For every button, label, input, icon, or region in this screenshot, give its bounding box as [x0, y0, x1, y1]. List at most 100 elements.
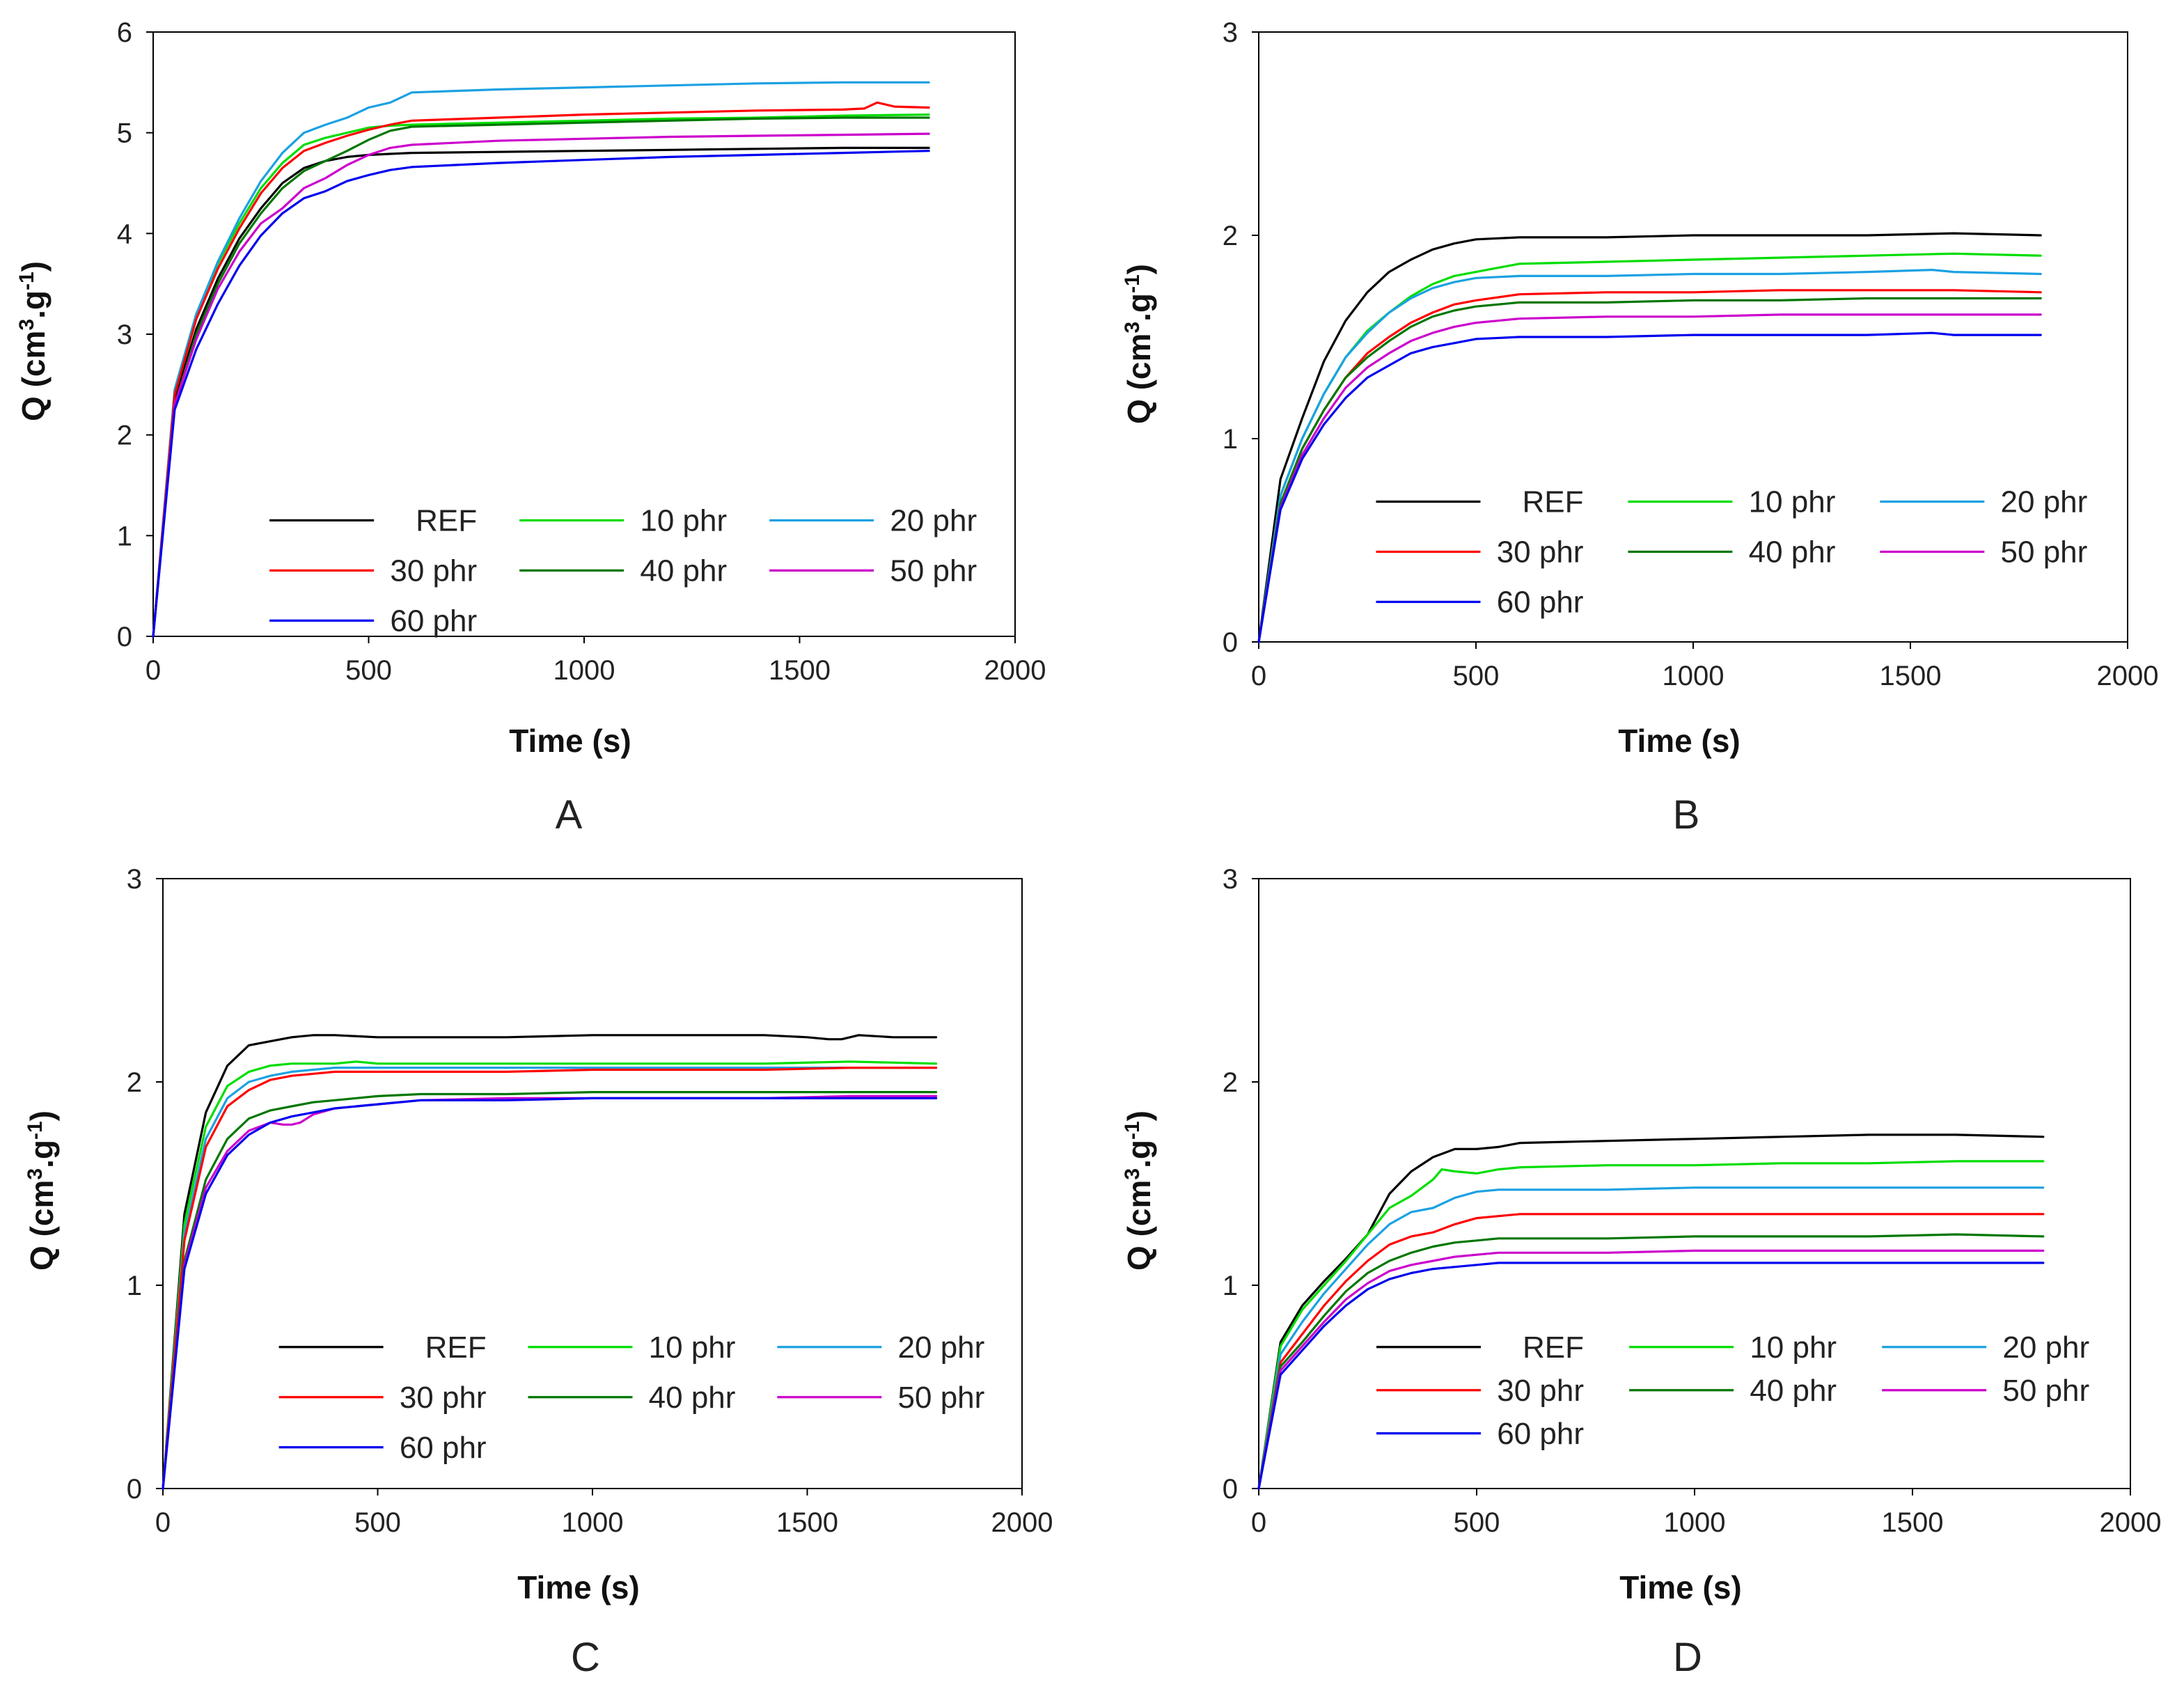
y-tick-label: 0 — [1223, 627, 1238, 658]
series-line-30-phr — [1257, 1213, 2045, 1490]
x-tick-label: 2000 — [2100, 1507, 2162, 1538]
legend-label-50-phr: 50 phr — [2002, 1374, 2089, 1408]
y-axis-title: Q (cm3.g-1) — [1121, 1110, 1158, 1271]
x-tick-label: 1000 — [562, 1507, 624, 1538]
legend-label-40-phr: 40 phr — [649, 1381, 736, 1415]
x-tick-label: 0 — [155, 1507, 171, 1538]
x-tick-label: 1000 — [1664, 1507, 1726, 1538]
legend-label-10-phr: 10 phr — [1749, 485, 1836, 519]
x-tick-label: 1500 — [1880, 661, 1942, 691]
y-tick-label: 2 — [117, 421, 132, 451]
x-tick-label: 500 — [345, 655, 392, 686]
legend-label-50-phr: 50 phr — [890, 553, 977, 588]
legend-label-10-phr: 10 phr — [649, 1330, 736, 1365]
panel-label: C — [571, 1635, 600, 1680]
series-line-60-phr — [1257, 1262, 2045, 1490]
series-line-10-phr — [162, 1060, 938, 1490]
x-tick-label: 0 — [1251, 661, 1266, 691]
series-line-20-phr — [1257, 269, 2042, 643]
legend-label-20-phr: 20 phr — [890, 503, 977, 537]
y-axis-title: Q (cm3.g-1) — [24, 1110, 61, 1271]
x-axis-title: Time (s) — [509, 723, 631, 759]
legend-label-10-phr: 10 phr — [640, 503, 727, 537]
y-axis-title: Q (cm3.g-1) — [1121, 264, 1158, 424]
legend-label-30-phr: 30 phr — [1497, 1374, 1584, 1408]
chart-panel-c: 0 500 1000 1500 2000 0 1 2 3 Time (s) Q (cm3.g-1) R… — [24, 864, 1053, 1680]
series-line-40-phr — [1257, 1233, 2045, 1490]
legend-label-ref: REF — [1522, 485, 1583, 519]
y-tick-label: 3 — [1223, 17, 1238, 48]
x-tick-label: 2000 — [991, 1507, 1053, 1538]
panel-label: A — [556, 792, 583, 838]
legend-label-40-phr: 40 phr — [1750, 1374, 1837, 1408]
x-tick-label: 1000 — [553, 655, 615, 686]
series-line-10-phr — [1257, 1160, 2045, 1490]
y-axis-title: Q (cm3.g-1) — [15, 261, 52, 421]
series-line-60-phr — [1257, 331, 2042, 643]
y-tick-label: 5 — [117, 118, 132, 149]
series-line-ref — [1257, 232, 2042, 643]
chart-panel-d: 0 500 1000 1500 2000 0 1 2 3 Time (s) Q (cm3.g-1) R… — [1121, 864, 2162, 1680]
series-line-60-phr — [162, 1097, 938, 1490]
y-tick-label: 1 — [1223, 424, 1238, 455]
series-line-40-phr — [152, 116, 930, 638]
legend-label-50-phr: 50 phr — [898, 1381, 985, 1415]
series-line-50-phr — [162, 1094, 938, 1490]
x-tick-label: 500 — [1454, 1507, 1500, 1538]
series-line-50-phr — [152, 132, 930, 638]
legend-label-40-phr: 40 phr — [1749, 535, 1836, 570]
legend-label-ref: REF — [425, 1330, 487, 1365]
series-line-ref — [152, 146, 930, 638]
series-line-30-phr — [1257, 289, 2042, 643]
y-tick-label: 3 — [127, 864, 142, 895]
panel-label: B — [1673, 792, 1700, 838]
legend: REF 10 phr 20 phr 30 phr 40 phr 50 phr 60 phr — [278, 1330, 985, 1465]
series-line-30-phr — [162, 1066, 938, 1490]
x-tick-label: 1500 — [769, 655, 831, 686]
legend-label-ref: REF — [416, 503, 477, 537]
legend-label-30-phr: 30 phr — [1497, 535, 1584, 570]
x-tick-label: 500 — [354, 1507, 401, 1538]
y-tick-label: 2 — [1223, 1067, 1238, 1098]
x-tick-label: 500 — [1453, 661, 1500, 691]
x-tick-label: 1500 — [776, 1507, 838, 1538]
y-tick-label: 0 — [117, 622, 132, 652]
y-tick-label: 3 — [1223, 864, 1238, 895]
legend-label-10-phr: 10 phr — [1750, 1330, 1837, 1365]
legend-label-50-phr: 50 phr — [2001, 535, 2088, 570]
series-line-20-phr — [162, 1066, 938, 1490]
y-tick-label: 1 — [127, 1271, 142, 1301]
y-tick-label: 6 — [117, 17, 132, 48]
series-line-ref — [1257, 1133, 2045, 1490]
y-tick-label: 0 — [1223, 1474, 1238, 1505]
legend-label-ref: REF — [1523, 1330, 1584, 1365]
legend-label-20-phr: 20 phr — [898, 1330, 985, 1365]
x-tick-label: 2000 — [984, 655, 1046, 686]
y-tick-label: 1 — [117, 521, 132, 551]
series-line-20-phr — [1257, 1186, 2045, 1490]
legend-label-30-phr: 30 phr — [390, 553, 477, 588]
y-tick-label: 2 — [1223, 221, 1238, 251]
legend-label-60-phr: 60 phr — [390, 604, 477, 638]
series-line-10-phr — [1257, 252, 2042, 643]
panel-label: D — [1673, 1635, 1702, 1680]
y-tick-label: 0 — [127, 1474, 142, 1505]
legend-label-30-phr: 30 phr — [400, 1381, 487, 1415]
y-tick-label: 2 — [127, 1067, 142, 1098]
x-axis-title: Time (s) — [517, 1569, 640, 1605]
x-tick-label: 0 — [1251, 1507, 1266, 1538]
legend: REF 10 phr 20 phr 30 phr 40 phr 50 phr 60 phr — [269, 503, 977, 638]
x-tick-label: 0 — [146, 655, 161, 686]
x-axis-title: Time (s) — [1618, 723, 1741, 759]
x-tick-label: 2000 — [2097, 661, 2159, 691]
x-tick-label: 1000 — [1663, 661, 1725, 691]
series-line-40-phr — [162, 1090, 938, 1490]
series-line-30-phr — [152, 101, 930, 638]
series-line-50-phr — [1257, 1249, 2045, 1490]
series-line-20-phr — [152, 81, 930, 638]
legend-label-40-phr: 40 phr — [640, 553, 727, 588]
x-axis-title: Time (s) — [1619, 1569, 1742, 1605]
series-line-60-phr — [152, 150, 930, 638]
y-tick-label: 3 — [117, 320, 132, 350]
